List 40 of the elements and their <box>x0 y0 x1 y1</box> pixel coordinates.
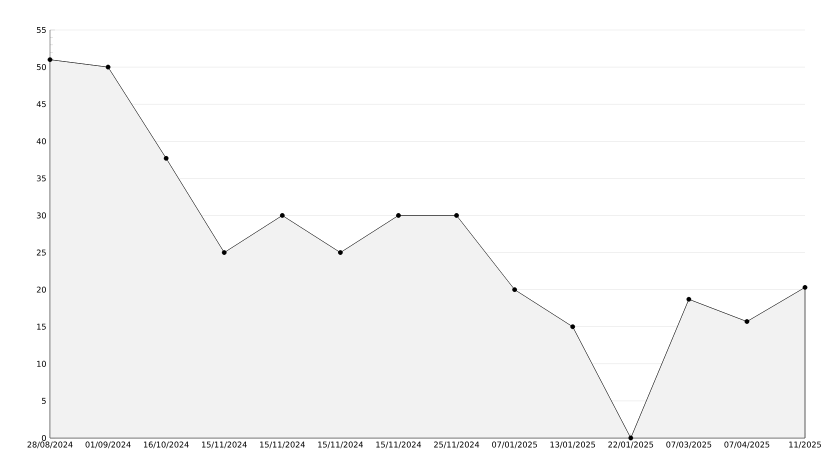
x-tick-label: 07/01/2025 <box>492 442 537 448</box>
y-tick-label: 0 <box>42 434 46 442</box>
x-tick-label: 25/11/2024 <box>434 442 480 448</box>
y-tick-label: 15 <box>37 324 46 330</box>
point <box>628 436 634 440</box>
point <box>744 319 750 324</box>
point <box>338 250 343 255</box>
y-tick-label: 40 <box>36 138 46 144</box>
y-tick-label: 35 <box>36 175 46 182</box>
y-tick-label: 50 <box>36 64 46 70</box>
point <box>164 156 169 161</box>
x-tick-label: 15/11/2024 <box>318 442 363 448</box>
x-tick-label: 22/01/2025 <box>608 442 654 448</box>
y-tick-label: 5 <box>42 398 46 404</box>
x-tick-label: 16/10/2024 <box>144 442 189 448</box>
point <box>280 213 285 218</box>
y-tick-label: 45 <box>36 101 46 108</box>
y-tick-label: 10 <box>37 360 46 367</box>
x-tick-label: 28/08/2024 <box>28 442 73 448</box>
x-tick-label: 07/04/2025 <box>724 442 770 448</box>
point <box>686 296 692 302</box>
point <box>802 285 808 290</box>
point <box>454 213 459 218</box>
point <box>570 324 576 330</box>
point <box>106 64 110 70</box>
y-tick-label: 25 <box>36 250 46 256</box>
x-tick-label: 13/01/2025 <box>550 442 596 448</box>
y-tick-label: 30 <box>36 212 46 218</box>
point <box>48 57 52 62</box>
x-tick-label: 01/09/2024 <box>86 442 131 448</box>
x-tick-label: 15/11/2024 <box>260 442 305 448</box>
point <box>512 287 518 292</box>
point <box>222 250 227 255</box>
point <box>396 213 401 218</box>
y-tick-label: 55 <box>36 27 46 33</box>
x-tick-label: 15/11/2024 <box>376 442 422 448</box>
x-tick-label: 11/2025 <box>789 442 821 448</box>
x-tick-label: 07/03/2025 <box>666 442 712 448</box>
x-tick-label: 15/11/2024 <box>202 442 247 448</box>
y-tick-label: 20 <box>36 286 46 293</box>
